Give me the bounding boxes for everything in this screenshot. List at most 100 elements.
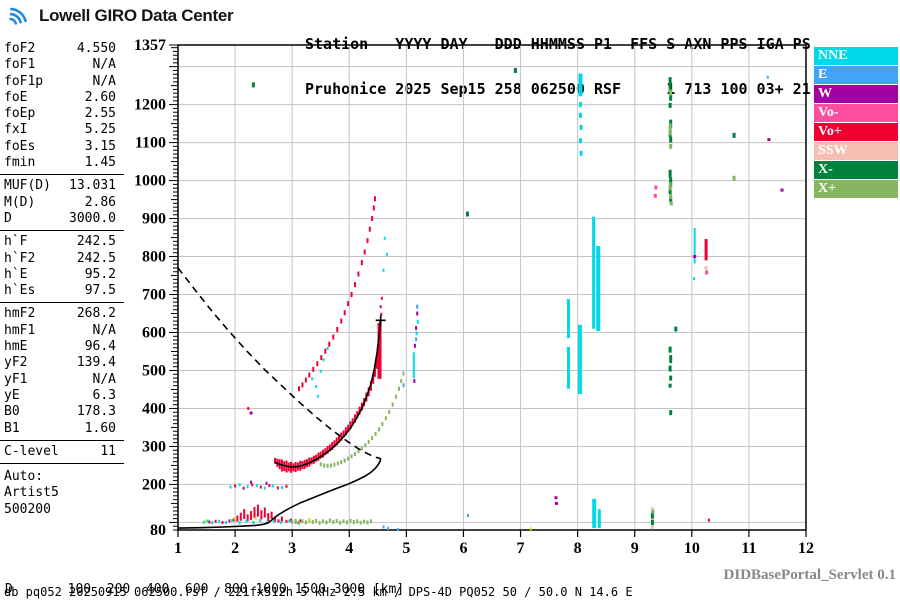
param-value: N/A — [92, 322, 116, 338]
echo-point — [381, 422, 384, 427]
echo-point — [342, 430, 345, 438]
echo-point — [326, 445, 329, 454]
echo-point — [360, 260, 363, 266]
echo-point — [369, 519, 372, 524]
y-axis-label: 700 — [142, 287, 166, 304]
plus-marker — [375, 315, 386, 326]
echo-point — [368, 226, 371, 232]
echo-point — [654, 185, 658, 190]
echo-point — [650, 519, 654, 525]
echo-point — [332, 334, 335, 340]
panel-divider — [0, 174, 124, 176]
legend-item-nne: NNE — [814, 47, 898, 65]
echo-point — [315, 518, 318, 523]
echo-point — [326, 463, 329, 468]
echo-point — [669, 355, 673, 364]
echo-point — [387, 526, 390, 530]
echo-point — [371, 216, 374, 222]
echo-point — [340, 432, 343, 441]
param-row-hes: h`Es 97.5 — [0, 283, 116, 299]
echo-point — [668, 188, 672, 195]
d-row: D 100 200 400 600 800 1000 1500 3000 [km… — [5, 582, 405, 597]
echo-point — [704, 265, 708, 270]
echo-point — [347, 424, 350, 432]
echo-point — [555, 501, 559, 505]
y-axis-label: 500 — [142, 362, 166, 379]
echo-point — [311, 520, 314, 525]
x-axis-label: 2 — [231, 540, 239, 557]
x-axis-label: 11 — [741, 540, 756, 557]
echo-point — [372, 373, 375, 384]
echo-point — [304, 377, 307, 383]
echo-point — [206, 519, 209, 523]
y-axis-label: 1100 — [135, 135, 166, 152]
echo-point — [311, 377, 314, 381]
echo-point — [668, 102, 672, 108]
echo-point — [238, 521, 241, 525]
echo-point — [298, 386, 301, 392]
echo-point — [291, 520, 294, 525]
y-axis-label: 1000 — [134, 173, 166, 190]
echo-point — [415, 331, 418, 336]
echo-bar — [577, 324, 582, 395]
legend-item-w: W — [814, 85, 898, 103]
echo-point — [336, 461, 339, 466]
echo-point — [668, 383, 672, 388]
echo-point — [402, 383, 405, 388]
autoscaling-info: Auto: Artist5 500200 — [0, 469, 126, 518]
x-axis-label: 1 — [174, 540, 182, 557]
x-axis-label: 9 — [631, 540, 639, 557]
lowell-giro-logo: Lowell GIRO Data Center — [8, 5, 234, 27]
echo-point — [416, 311, 419, 316]
param-value: 97.5 — [84, 283, 116, 299]
echo-point — [301, 519, 304, 524]
param-value: 1.60 — [84, 420, 116, 436]
y-axis-label: 400 — [142, 400, 166, 417]
echo-bar — [693, 228, 696, 264]
echo-point — [246, 514, 249, 522]
param-label: yE — [4, 387, 20, 403]
param-label: hmE — [4, 339, 28, 355]
d-muf-table: D 100 200 400 600 800 1000 1500 3000 [km… — [5, 555, 412, 600]
param-value: 178.3 — [76, 404, 116, 420]
echo-point — [280, 516, 283, 522]
legend-item-x: X- — [814, 161, 898, 179]
echo-point — [384, 416, 387, 421]
param-row-hf2: h`F2 242.5 — [0, 251, 116, 267]
panel-divider — [0, 439, 124, 441]
echo-point — [231, 519, 234, 523]
echo-point — [415, 325, 418, 330]
autoscaling-line: Artist5 — [4, 485, 59, 501]
echo-point — [285, 484, 288, 488]
echo-point — [270, 511, 273, 519]
param-label: foF2 — [4, 41, 36, 56]
echo-point — [705, 270, 709, 275]
echo-point — [780, 188, 784, 192]
echo-point — [320, 355, 323, 361]
echo-point — [353, 452, 356, 457]
echo-point — [308, 518, 311, 522]
echo-point — [397, 386, 400, 391]
echo-point — [554, 496, 558, 500]
x-axis-label: 7 — [517, 540, 525, 557]
echo-point — [732, 132, 736, 138]
echo-point — [340, 460, 343, 465]
x-axis-label: 6 — [459, 540, 467, 557]
echo-point — [298, 520, 301, 525]
param-value: 268.2 — [76, 306, 116, 322]
station-header-columns: Station YYYY DAY DDD HHMMSS P1 FFS S AXN… — [305, 35, 811, 53]
param-label: B1 — [4, 420, 20, 436]
param-row-mufd: MUF(D) 13.031 — [0, 178, 116, 194]
echo-direction-legend: NNE E W Vo- Vo+ SSW X- X+ — [814, 47, 898, 199]
echo-point — [328, 341, 331, 347]
param-row-hmf1: hmF1 N/A — [0, 323, 116, 339]
echo-point — [343, 310, 346, 316]
param-value: 242.5 — [76, 250, 116, 266]
servlet-version-label: DIDBasePortal_Servlet 0.1 — [723, 567, 896, 583]
echo-point — [316, 394, 319, 398]
param-row-yf1: yF1 N/A — [0, 372, 116, 388]
echo-point — [328, 518, 331, 523]
echo-point — [413, 379, 416, 384]
param-label: hmF1 — [4, 322, 36, 338]
